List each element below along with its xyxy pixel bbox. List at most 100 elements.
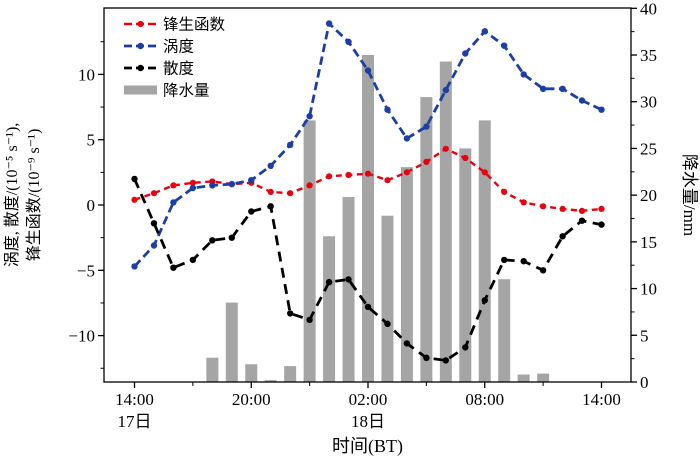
vorticity-line-marker <box>287 141 294 149</box>
vorticity-line-marker <box>170 199 177 206</box>
vorticity-line-marker <box>306 113 313 120</box>
frontogenesis-line-marker <box>578 207 586 214</box>
precip-bar <box>459 148 472 382</box>
frontogenesis-line-marker <box>559 205 566 212</box>
divergence-line-marker <box>598 221 605 228</box>
divergence-line-marker <box>345 276 352 283</box>
divergence-line-marker <box>150 220 158 227</box>
frontogenesis-line-marker <box>150 190 158 197</box>
frontogenesis-line-marker <box>326 173 333 180</box>
vorticity-line-marker <box>559 85 566 93</box>
left-tick-label: 10 <box>78 65 95 84</box>
precip-bar <box>498 279 511 382</box>
vorticity-line-marker <box>520 71 527 78</box>
precip-bar <box>284 366 297 382</box>
left-axis-title-line1: 涡度, 散度/(10⁻⁵ s⁻¹), <box>3 123 21 268</box>
frontogenesis-line-marker <box>131 196 138 203</box>
vorticity-line-marker <box>598 106 605 113</box>
right-tick-label: 5 <box>640 326 649 345</box>
divergence-line-marker <box>559 233 566 240</box>
right-tick-label: 25 <box>640 139 657 158</box>
frontogenesis-line-marker <box>520 199 527 206</box>
frontogenesis-line-marker <box>598 205 605 212</box>
frontogenesis-line-marker <box>540 203 547 210</box>
right-tick-label: 40 <box>640 0 657 18</box>
left-axis-title-line2: 锋生函数/(10⁻⁹ s⁻¹) <box>25 129 43 262</box>
divergence-line-marker <box>364 303 372 311</box>
precip-bar <box>303 120 316 382</box>
vorticity-line-marker <box>228 180 235 188</box>
frontogenesis-line-marker <box>442 145 449 152</box>
vorticity-line-marker <box>403 135 411 142</box>
x-tick-label: 14:00 <box>582 390 621 409</box>
divergence-line-marker <box>481 297 488 304</box>
vorticity-line-marker <box>189 184 197 192</box>
vorticity-line-marker <box>481 28 488 35</box>
vorticity-line-marker <box>501 42 508 49</box>
legend-label: 涡度 <box>163 38 194 56</box>
precip-bar <box>323 236 336 382</box>
precip-bar <box>400 167 413 382</box>
x-tick-label: 02:00 <box>349 390 388 409</box>
divergence-line-marker <box>403 340 411 347</box>
right-tick-label: 35 <box>640 46 657 65</box>
legend-label: 散度 <box>163 60 194 78</box>
right-tick-label: 0 <box>640 373 649 392</box>
precip-bar <box>342 197 355 382</box>
vorticity-line-marker <box>267 162 274 169</box>
frontogenesis-line-marker <box>287 190 294 197</box>
divergence-line-marker <box>228 234 235 241</box>
precip-bar <box>537 373 550 382</box>
precip-bar <box>206 357 219 382</box>
vorticity-line-marker <box>325 20 333 27</box>
divergence-line-marker <box>306 316 313 324</box>
divergence-line-marker <box>170 264 177 271</box>
precip-bar <box>264 380 277 382</box>
left-tick-label: −5 <box>77 261 95 280</box>
precip-bar <box>245 364 258 382</box>
day-label: 18日 <box>351 412 385 431</box>
left-tick-label: −10 <box>68 327 95 346</box>
vorticity-line-marker <box>131 263 138 270</box>
legend-marker-sample <box>137 42 144 50</box>
precip-bar <box>478 120 491 382</box>
divergence-line-marker <box>501 256 508 264</box>
precip-bar <box>225 302 238 382</box>
x-axis-title: 时间(BT) <box>332 436 403 457</box>
frontogenesis-line-marker <box>306 182 313 189</box>
frontogenesis-line-marker <box>462 154 469 162</box>
frontogenesis-line-marker <box>170 182 177 189</box>
divergence-line-marker <box>131 175 138 183</box>
frontogenesis-line-marker <box>501 188 508 195</box>
vorticity-line-marker <box>423 123 430 130</box>
precip-bar <box>381 215 394 382</box>
right-tick-label: 20 <box>640 186 657 205</box>
divergence-line-marker <box>248 208 255 215</box>
divergence-line-marker <box>578 217 586 224</box>
divergence-line-marker <box>287 310 294 317</box>
frontogenesis-line-marker <box>423 158 430 165</box>
frontogenesis-line-marker <box>403 169 410 176</box>
left-tick-label: 5 <box>87 131 96 150</box>
precip-bar <box>439 61 452 383</box>
vorticity-line-marker <box>150 242 158 249</box>
divergence-line-marker <box>539 267 547 274</box>
divergence-line-marker <box>462 344 469 351</box>
right-tick-label: 10 <box>640 280 657 299</box>
divergence-line-marker <box>325 278 333 286</box>
vorticity-line-marker <box>345 38 352 45</box>
x-tick-label: 20:00 <box>232 390 271 409</box>
right-axis-title: 降水量/mm <box>680 154 699 236</box>
vorticity-line-marker <box>248 177 255 184</box>
divergence-line-marker <box>267 203 274 210</box>
vorticity-line-marker <box>209 182 216 189</box>
frontogenesis-line-marker <box>481 169 488 176</box>
frontogenesis-line-marker <box>345 171 352 179</box>
divergence-line-marker <box>189 256 197 264</box>
divergence-line-marker <box>423 354 430 361</box>
legend-marker-sample <box>137 20 144 28</box>
divergence-line-marker <box>442 357 449 364</box>
vorticity-line-marker <box>578 97 586 104</box>
precip-bar <box>420 97 433 383</box>
